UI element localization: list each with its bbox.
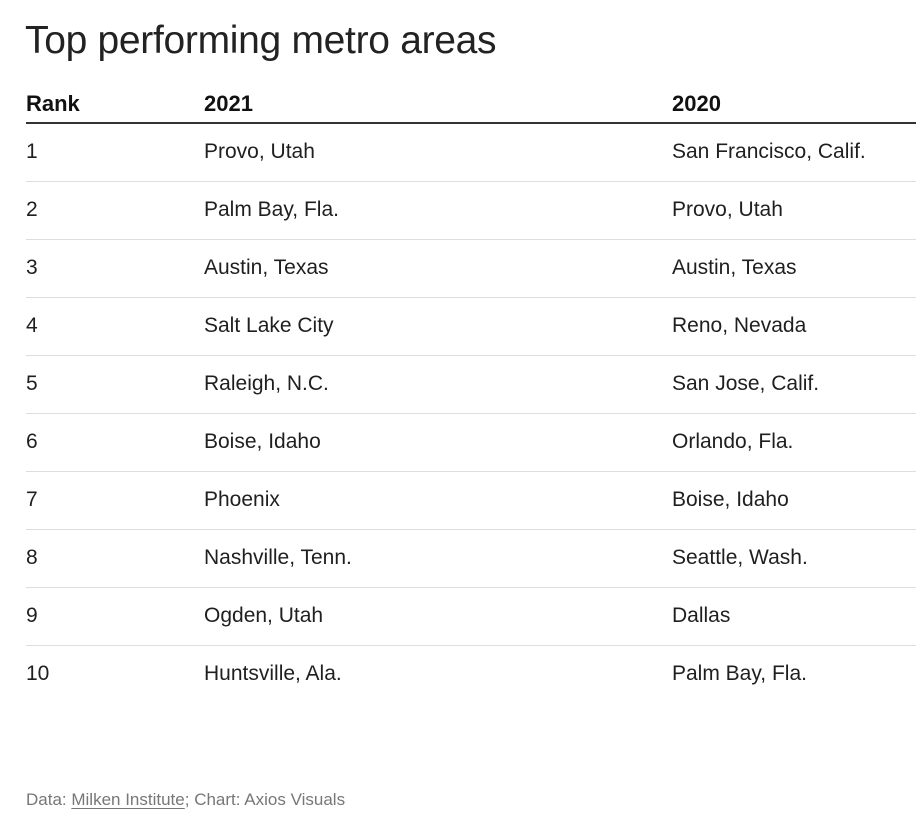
metro-2021-cell: Boise, Idaho <box>204 430 321 453</box>
metro-2020-cell: Provo, Utah <box>672 198 783 221</box>
rank-cell: 8 <box>26 546 38 569</box>
rank-cell: 10 <box>26 662 50 685</box>
table-row: 9 Ogden, Utah Dallas <box>26 588 916 646</box>
table-header-row: Rank 2021 2020 <box>26 84 916 124</box>
metro-2020-cell: San Jose, Calif. <box>672 372 820 395</box>
metro-2020-cell: Dallas <box>672 604 731 627</box>
rank-cell: 7 <box>26 488 38 511</box>
metro-2021-cell: Salt Lake City <box>204 314 334 337</box>
table-row: 4 Salt Lake City Reno, Nevada <box>26 298 916 356</box>
metro-2020-cell: Seattle, Wash. <box>672 546 808 569</box>
table-row: 2 Palm Bay, Fla. Provo, Utah <box>26 182 916 240</box>
rank-cell: 3 <box>26 256 38 279</box>
metro-2020-cell: San Francisco, Calif. <box>672 140 866 163</box>
metro-2021-cell: Huntsville, Ala. <box>204 662 342 685</box>
table-row: 6 Boise, Idaho Orlando, Fla. <box>26 414 916 472</box>
metro-2021-cell: Raleigh, N.C. <box>204 372 329 395</box>
metro-2021-cell: Palm Bay, Fla. <box>204 198 339 221</box>
column-header-2021: 2021 <box>204 91 253 116</box>
table-row: 3 Austin, Texas Austin, Texas <box>26 240 916 298</box>
table-row: 10 Huntsville, Ala. Palm Bay, Fla. <box>26 646 916 704</box>
milken-institute-link[interactable]: Milken Institute <box>71 790 185 809</box>
metro-2021-cell: Provo, Utah <box>204 140 315 163</box>
metro-ranking-table: Rank 2021 2020 1 Provo, Utah San Francis… <box>26 84 916 704</box>
table-row: 5 Raleigh, N.C. San Jose, Calif. <box>26 356 916 414</box>
metro-2021-cell: Phoenix <box>204 488 280 511</box>
footer-data-prefix: Data: <box>26 790 72 809</box>
metro-2020-cell: Boise, Idaho <box>672 488 789 511</box>
column-header-2020: 2020 <box>672 91 721 116</box>
rank-cell: 6 <box>26 430 38 453</box>
metro-2020-cell: Palm Bay, Fla. <box>672 662 807 685</box>
metro-2021-cell: Austin, Texas <box>204 256 329 279</box>
metro-2020-cell: Austin, Texas <box>672 256 797 279</box>
rank-cell: 1 <box>26 140 38 163</box>
metro-2021-cell: Nashville, Tenn. <box>204 546 352 569</box>
rank-cell: 5 <box>26 372 38 395</box>
column-header-rank: Rank <box>26 91 80 116</box>
table-row: 7 Phoenix Boise, Idaho <box>26 472 916 530</box>
table-row: 8 Nashville, Tenn. Seattle, Wash. <box>26 530 916 588</box>
metro-2020-cell: Reno, Nevada <box>672 314 807 337</box>
metro-2021-cell: Ogden, Utah <box>204 604 324 627</box>
footer-chart-credit: ; Chart: Axios Visuals <box>184 790 346 809</box>
source-footer: Data: Milken Institute; Chart: Axios Vis… <box>26 789 345 811</box>
chart-title: Top performing metro areas <box>25 19 497 62</box>
rank-cell: 2 <box>26 198 38 221</box>
rank-cell: 9 <box>26 604 38 627</box>
table-row: 1 Provo, Utah San Francisco, Calif. <box>26 124 916 182</box>
metro-2020-cell: Orlando, Fla. <box>672 430 794 453</box>
rank-cell: 4 <box>26 314 38 337</box>
